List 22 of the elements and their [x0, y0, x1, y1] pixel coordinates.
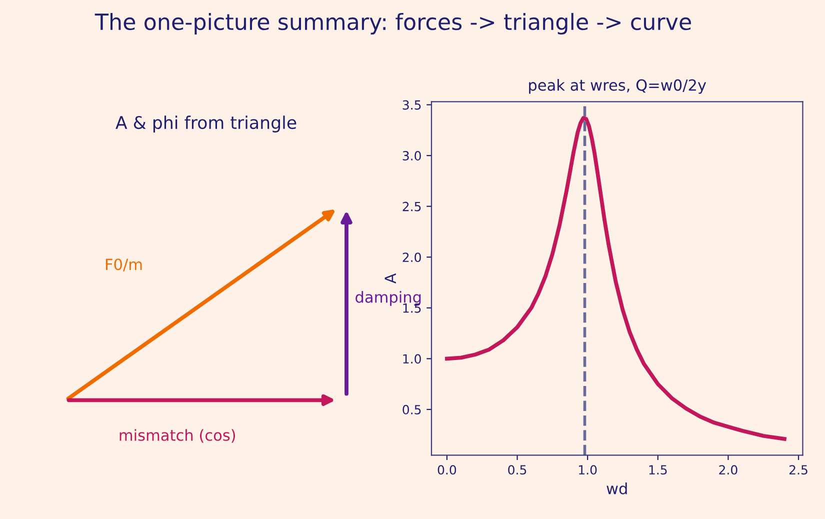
y-tick-label: 2.5 [402, 202, 421, 212]
x-tick-label: 0.0 [438, 465, 456, 475]
y-tick-label: 1.0 [403, 354, 421, 364]
x-tick-label: 2.5 [789, 465, 808, 475]
chart-title: peak at wres, Q=w0/2y [529, 79, 706, 94]
text: A & phi from triangle [116, 116, 296, 132]
x-tick-label: 2.0 [719, 465, 738, 475]
x-tick-label: 0.5 [508, 465, 526, 475]
text: mismatch (cos) [120, 429, 236, 443]
x-axis-title: wd [606, 482, 627, 494]
y-tick-label: 0.5 [402, 404, 421, 414]
y-tick-label: 1.5 [403, 304, 421, 313]
x-tick-label: 1.0 [579, 465, 597, 475]
y-axis-title: A [384, 273, 396, 284]
y-tick-label: 3.0 [402, 151, 421, 160]
y-tick-label: 2.0 [402, 252, 421, 262]
text: damping [356, 291, 421, 306]
text: The one-picture summary: forces -> triangle -> curve [94, 12, 691, 34]
x-tick-label: 1.5 [649, 465, 667, 475]
line-series [445, 116, 786, 441]
text: F0/m [106, 258, 142, 272]
y-tick-label: 3.5 [402, 100, 421, 110]
